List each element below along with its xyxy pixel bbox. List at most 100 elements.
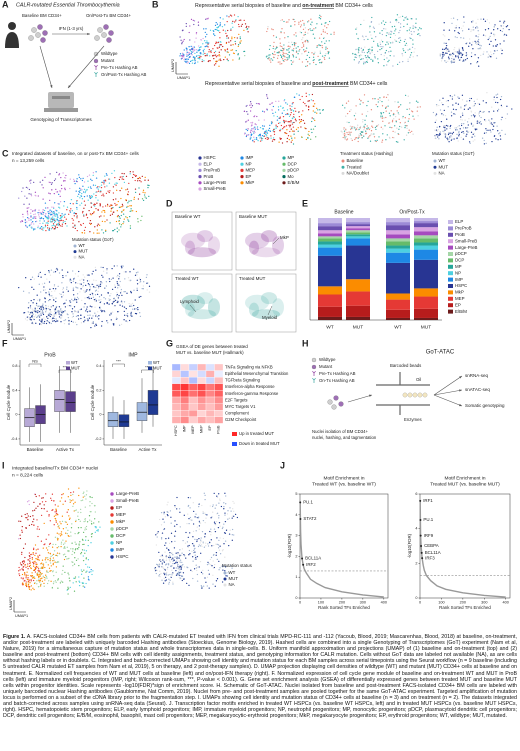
umap-cell	[79, 520, 81, 522]
umap-cell	[239, 37, 241, 40]
umap-cell	[105, 180, 107, 182]
umap-cell	[73, 212, 75, 214]
umap-cell	[228, 533, 231, 535]
umap-cell	[493, 52, 495, 55]
umap-cell	[442, 130, 444, 132]
umap-cell	[21, 561, 24, 563]
umap-cell	[26, 211, 29, 213]
umap-cell	[325, 53, 327, 55]
umap-cell	[399, 23, 402, 25]
umap-cell	[35, 322, 37, 324]
umap-cell	[38, 307, 41, 310]
umap-cell	[199, 55, 201, 57]
umap-cell	[493, 29, 495, 31]
heatmap-cell	[205, 377, 215, 384]
umap-cell	[94, 325, 96, 327]
umap-cell	[218, 53, 220, 56]
umap-cell	[22, 187, 24, 189]
umap-cell	[216, 26, 218, 29]
umap-cell	[204, 36, 207, 38]
umap-cell	[376, 125, 378, 127]
umap-cell	[223, 508, 225, 510]
umap-cell	[65, 527, 67, 529]
umap-cell	[89, 195, 91, 197]
legend-label: Large-PreB	[455, 245, 478, 250]
umap-cell	[312, 61, 315, 64]
umap-cell	[279, 45, 281, 47]
bar-segment	[318, 241, 342, 245]
umap-cell	[383, 23, 386, 26]
umap-cell	[222, 549, 224, 551]
umap-cell	[56, 171, 58, 174]
umap-cell	[368, 128, 370, 131]
umap-cell	[452, 59, 454, 61]
umap-cell	[359, 126, 361, 129]
umap-cell	[39, 581, 41, 583]
row-label: E2F Targets	[225, 397, 248, 402]
umap-cell	[42, 308, 45, 310]
umap-cell	[74, 577, 76, 580]
umap-cell	[307, 21, 309, 23]
umap-cell	[279, 63, 281, 65]
umap-cell	[38, 300, 41, 302]
umap-cell	[125, 175, 128, 178]
umap-cell	[126, 292, 128, 294]
umap-cell	[442, 114, 445, 116]
umap-cell	[363, 63, 365, 65]
umap-cell	[90, 533, 93, 535]
umap-cell	[308, 100, 310, 102]
umap-cell	[241, 23, 243, 26]
umap-cell	[260, 136, 262, 139]
umap-cell	[322, 29, 324, 31]
umap-cell	[30, 589, 32, 591]
umap-cell	[109, 280, 111, 283]
umap-cell	[250, 122, 252, 124]
umap-cell	[67, 593, 69, 595]
panel-label: G	[166, 338, 173, 348]
umap-cell	[81, 570, 83, 573]
umap-cell	[148, 291, 151, 293]
umap-cell	[231, 534, 233, 536]
umap-cell	[200, 55, 202, 58]
legend-label: E/B/M	[288, 180, 300, 185]
heatmap-cell	[205, 416, 215, 424]
umap-cell	[104, 298, 107, 300]
umap-cell	[176, 523, 178, 526]
umap-cell	[85, 214, 88, 216]
umap-cell	[226, 15, 228, 17]
umap-cell	[394, 101, 396, 103]
umap-cell	[28, 555, 31, 557]
umap-cell	[290, 63, 293, 65]
umap-cell	[245, 135, 248, 138]
umap-cell	[346, 121, 348, 123]
umap-cell	[41, 507, 43, 510]
umap-cell	[412, 25, 414, 27]
umap-cell	[464, 105, 466, 107]
umap-cell	[83, 316, 86, 318]
umap-cell	[219, 24, 221, 26]
umap-cell	[320, 15, 322, 18]
umap-cell	[40, 311, 43, 313]
umap-cell	[167, 537, 170, 539]
umap-cell	[200, 544, 203, 546]
umap-cell	[312, 128, 315, 130]
umap-cell	[114, 299, 117, 302]
umap-cell	[181, 548, 184, 550]
umap-cell	[58, 203, 60, 205]
umap-cell	[444, 135, 447, 137]
umap-cell	[67, 290, 69, 292]
umap-cell	[462, 130, 464, 133]
umap-cell	[252, 132, 255, 134]
umap-cell	[78, 518, 80, 521]
umap-cell	[24, 513, 26, 516]
umap-cell	[70, 208, 72, 210]
bar-segment	[386, 222, 410, 226]
umap-cell	[194, 551, 196, 553]
droplet	[422, 392, 428, 398]
umap-cell	[52, 314, 54, 316]
umap-cell	[87, 576, 90, 578]
umap-cell	[272, 28, 274, 31]
umap-cell	[54, 580, 57, 582]
umap-cell	[263, 125, 265, 127]
umap-cell	[43, 585, 45, 587]
